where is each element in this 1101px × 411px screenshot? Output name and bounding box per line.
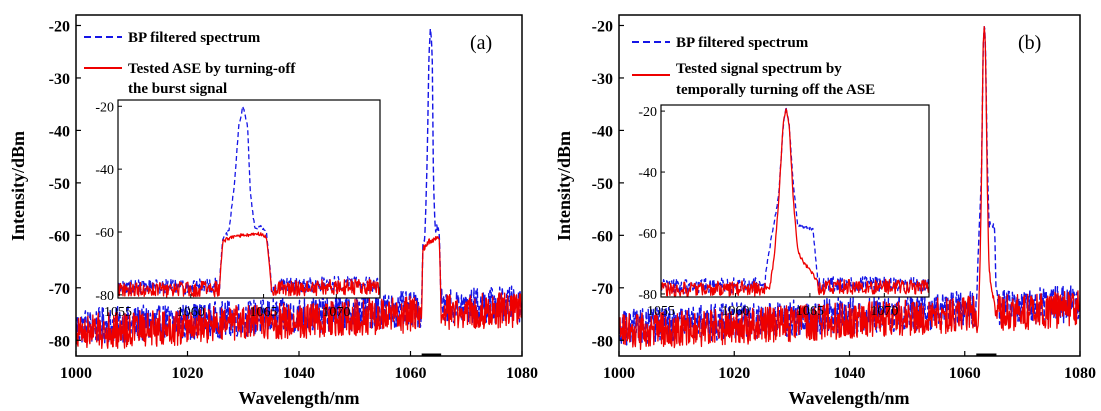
inset-y-tick-label: -20	[638, 105, 657, 120]
y-tick-label: -20	[49, 18, 70, 35]
legend: BP filtered spectrum Tested signal spect…	[632, 35, 875, 98]
legend-entry-1: BP filtered spectrum	[676, 35, 809, 51]
x-tick-label: 1080	[1064, 365, 1096, 382]
y-tick-label: -70	[49, 281, 70, 298]
inset-y-tick-label: -80	[95, 289, 114, 304]
inset-y-tick-label: -60	[638, 227, 657, 242]
x-tick-label: 1020	[172, 365, 204, 382]
inset-x-tick-label: 1055	[647, 304, 675, 319]
y-tick-label: -60	[592, 228, 613, 245]
legend: BP filtered spectrum Tested ASE by turni…	[84, 30, 296, 97]
inset-x-tick-label: 1065	[250, 305, 278, 320]
panel-label: (b)	[1018, 32, 1041, 54]
y-tick-label: -70	[592, 281, 613, 298]
inset-y-tick-label: -20	[95, 100, 114, 115]
inset-frame	[117, 99, 381, 299]
inset-series-line-red	[118, 231, 380, 298]
x-tick-label: 1060	[949, 365, 981, 382]
y-tick-label: -50	[49, 176, 70, 193]
inset-frame	[660, 104, 930, 298]
inset-y-tick-label: -80	[638, 288, 657, 303]
y-tick-label: -30	[49, 71, 70, 88]
inset-x-tick-label: 1060	[177, 305, 205, 320]
x-tick-label: 1020	[718, 365, 750, 382]
legend-entry-2: Tested ASE by turning-off	[128, 61, 296, 77]
legend-entry-2: Tested signal spectrum by	[676, 61, 842, 77]
y-tick-label: -60	[49, 228, 70, 245]
inset-series-line-blue	[661, 106, 929, 295]
series-line-red	[76, 235, 522, 350]
y-tick-label: -40	[49, 123, 70, 140]
x-tick-label: 1080	[506, 365, 538, 382]
inset-y-tick-label: -40	[638, 166, 657, 181]
inset-x-tick-label: 1070	[322, 305, 350, 320]
inset-x-tick-label: 1070	[870, 304, 898, 319]
legend-entry-1: BP filtered spectrum	[128, 30, 261, 46]
inset-x-tick-label: 1055	[104, 305, 132, 320]
y-axis-label: Intensity/dBm	[8, 131, 28, 241]
y-tick-label: -30	[592, 71, 613, 88]
legend-entry-2-line2: the burst signal	[128, 81, 227, 97]
x-tick-label: 1000	[60, 365, 92, 382]
y-tick-label: -80	[49, 333, 70, 350]
y-axis-label: Intensity/dBm	[554, 131, 574, 241]
inset-x-tick-label: 1060	[721, 304, 749, 319]
y-tick-label: -40	[592, 123, 613, 140]
panel-b: 1000 1020 1040 1060 1080 -20 -30 -40 -50 -60 -70 -8…	[554, 14, 1096, 408]
y-tick-label: -80	[592, 333, 613, 350]
inset-y-tick-label: -60	[95, 226, 114, 241]
x-axis-label: Wavelength/nm	[788, 388, 909, 408]
x-tick-label: 1040	[283, 365, 315, 382]
x-tick-label: 1040	[834, 365, 866, 382]
panel-label: (a)	[470, 32, 492, 54]
panel-a: 1000 1020 1040 1060 1080 -20 -30 -40 -50 -60 -70 -8…	[8, 14, 538, 408]
inset-series-line-red	[661, 108, 929, 297]
inset: 1055 1060 1065 1070 -20 -40 -60 -80	[638, 104, 930, 319]
inset-y-tick-label: -40	[95, 163, 114, 178]
x-tick-label: 1000	[603, 365, 635, 382]
y-tick-label: -50	[592, 176, 613, 193]
inset-x-tick-label: 1065	[796, 304, 824, 319]
inset: 1055 1060 1065 1070 -20 -40 -60 -80	[95, 99, 381, 320]
legend-entry-2-line2: temporally turning off the ASE	[676, 82, 875, 98]
x-tick-label: 1060	[395, 365, 427, 382]
y-tick-label: -20	[592, 18, 613, 35]
series-line-red	[619, 26, 1080, 350]
x-axis-label: Wavelength/nm	[238, 388, 359, 408]
